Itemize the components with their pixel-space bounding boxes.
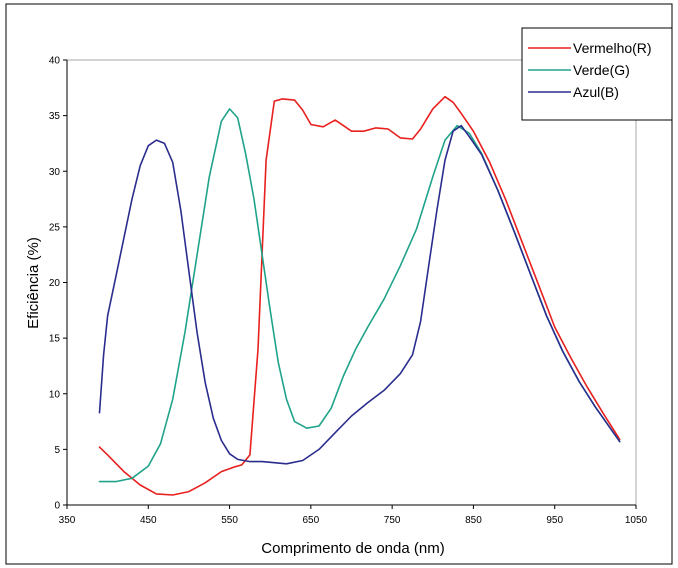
x-tick-label: 450	[140, 515, 157, 526]
legend-label-1: Vermelho(R)	[573, 40, 652, 56]
legend-label-3: Azul(B)	[573, 84, 619, 100]
y-tick-label: 40	[49, 56, 61, 67]
x-tick-label: 550	[221, 515, 238, 526]
y-tick-label: 35	[49, 111, 61, 122]
y-tick-label: 15	[49, 334, 61, 345]
plot-area	[66, 59, 637, 506]
x-tick-label: 950	[546, 515, 563, 526]
x-tick-label: 850	[465, 515, 482, 526]
axes	[63, 59, 637, 509]
x-tick-label: 650	[303, 515, 320, 526]
y-tick-label: 5	[54, 445, 60, 456]
y-tick-label: 20	[49, 278, 61, 289]
x-tick-label: 1050	[625, 515, 648, 526]
legend-label-2: Verde(G)	[573, 62, 630, 78]
legend: Vermelho(R) Verde(G) Azul(B)	[521, 27, 673, 121]
x-tick-label: 750	[384, 515, 401, 526]
y-tick-label: 30	[49, 167, 61, 178]
y-axis-title: Eficiência (%)	[25, 237, 42, 329]
series-line-3	[98, 124, 621, 465]
y-tick-label: 0	[54, 501, 60, 512]
x-tick-label: 350	[59, 515, 76, 526]
series-line-1	[98, 95, 621, 496]
series-lines	[98, 95, 621, 496]
y-tick-label: 25	[49, 222, 61, 233]
legend-box	[521, 27, 673, 121]
tick-labels: 350 450 550 650 750 850 950 1050 0 5 10 15 20 25 30 35 4…	[49, 56, 648, 527]
x-axis-title: Comprimento de onda (nm)	[261, 540, 444, 557]
y-tick-label: 10	[49, 389, 61, 400]
